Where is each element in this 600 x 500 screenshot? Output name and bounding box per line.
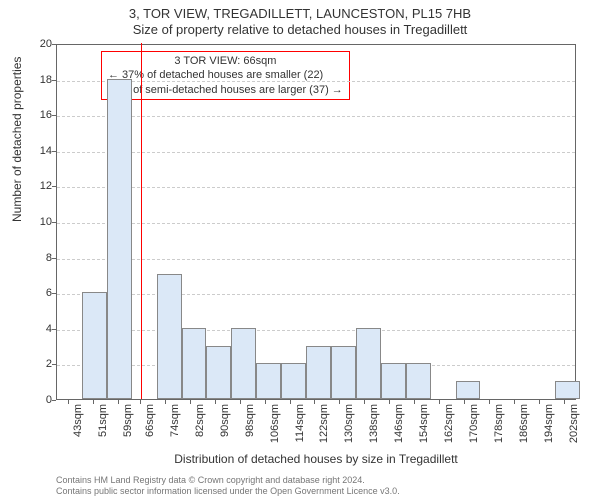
x-tick-label: 146sqm: [393, 404, 405, 443]
x-tick-label: 59sqm: [122, 404, 134, 437]
marker-annotation: 3 TOR VIEW: 66sqm← 37% of detached house…: [101, 51, 350, 100]
x-tick-mark: [314, 400, 315, 404]
histogram-bar: [231, 328, 256, 399]
histogram-bar: [157, 274, 182, 399]
histogram-bar: [331, 346, 356, 399]
histogram-bar: [356, 328, 381, 399]
y-tick-label: 16: [30, 109, 52, 121]
histogram-bar: [206, 346, 231, 399]
y-tick-mark: [52, 400, 56, 401]
x-tick-mark: [165, 400, 166, 404]
grid-line: [57, 152, 575, 153]
grid-line: [57, 294, 575, 295]
x-tick-mark: [68, 400, 69, 404]
y-tick-label: 8: [30, 252, 52, 264]
x-tick-label: 66sqm: [144, 404, 156, 437]
x-tick-label: 202sqm: [568, 404, 580, 443]
annotation-title: 3 TOR VIEW: 66sqm: [108, 54, 343, 68]
x-tick-label: 186sqm: [518, 404, 530, 443]
x-tick-mark: [464, 400, 465, 404]
histogram-bar: [555, 381, 580, 399]
chart-title-main: 3, TOR VIEW, TREGADILLETT, LAUNCESTON, P…: [0, 6, 600, 21]
x-tick-label: 138sqm: [368, 404, 380, 443]
x-tick-mark: [439, 400, 440, 404]
x-axis-label: Distribution of detached houses by size …: [56, 452, 576, 466]
grid-line: [57, 187, 575, 188]
x-tick-label: 74sqm: [169, 404, 181, 437]
x-tick-mark: [539, 400, 540, 404]
y-axis-label: Number of detached properties: [10, 57, 24, 222]
y-tick-label: 14: [30, 145, 52, 157]
y-tick-label: 18: [30, 74, 52, 86]
grid-line: [57, 116, 575, 117]
x-tick-mark: [118, 400, 119, 404]
attribution-footer: Contains HM Land Registry data © Crown c…: [56, 475, 576, 496]
histogram-bar: [306, 346, 331, 399]
x-tick-mark: [265, 400, 266, 404]
x-tick-mark: [140, 400, 141, 404]
x-tick-label: 178sqm: [493, 404, 505, 443]
y-tick-label: 2: [30, 358, 52, 370]
x-tick-label: 170sqm: [468, 404, 480, 443]
histogram-bar: [381, 363, 406, 399]
x-tick-label: 154sqm: [418, 404, 430, 443]
histogram-bar: [107, 79, 132, 399]
attribution-line: Contains HM Land Registry data © Crown c…: [56, 475, 576, 485]
histogram-bar: [281, 363, 306, 399]
x-tick-mark: [389, 400, 390, 404]
attribution-line: Contains public sector information licen…: [56, 486, 576, 496]
x-tick-mark: [93, 400, 94, 404]
y-tick-label: 4: [30, 323, 52, 335]
y-tick-label: 6: [30, 287, 52, 299]
annotation-line-right: 62% of semi-detached houses are larger (…: [108, 83, 343, 97]
marker-line: [141, 43, 142, 399]
grid-line: [57, 330, 575, 331]
x-tick-mark: [240, 400, 241, 404]
x-tick-label: 122sqm: [318, 404, 330, 443]
x-tick-mark: [489, 400, 490, 404]
grid-line: [57, 223, 575, 224]
chart-container: 3, TOR VIEW, TREGADILLETT, LAUNCESTON, P…: [0, 0, 600, 500]
x-tick-mark: [514, 400, 515, 404]
plot-area: 3 TOR VIEW: 66sqm← 37% of detached house…: [56, 44, 576, 400]
x-tick-label: 98sqm: [244, 404, 256, 437]
y-tick-label: 0: [30, 394, 52, 406]
grid-line: [57, 259, 575, 260]
x-tick-label: 51sqm: [97, 404, 109, 437]
x-tick-label: 43sqm: [72, 404, 84, 437]
histogram-bar: [456, 381, 481, 399]
histogram-bar: [82, 292, 107, 399]
chart-title-sub: Size of property relative to detached ho…: [0, 22, 600, 37]
x-tick-label: 130sqm: [343, 404, 355, 443]
grid-line: [57, 81, 575, 82]
x-tick-label: 82sqm: [194, 404, 206, 437]
x-tick-label: 114sqm: [294, 404, 306, 442]
y-tick-label: 20: [30, 38, 52, 50]
x-tick-mark: [414, 400, 415, 404]
x-tick-mark: [215, 400, 216, 404]
x-tick-mark: [564, 400, 565, 404]
x-tick-label: 106sqm: [269, 404, 281, 443]
x-tick-mark: [364, 400, 365, 404]
x-tick-label: 194sqm: [543, 404, 555, 443]
x-tick-label: 162sqm: [443, 404, 455, 443]
histogram-bar: [406, 363, 431, 399]
y-tick-label: 10: [30, 216, 52, 228]
histogram-bar: [182, 328, 207, 399]
y-tick-label: 12: [30, 180, 52, 192]
histogram-bar: [256, 363, 281, 399]
x-tick-mark: [290, 400, 291, 404]
x-tick-mark: [339, 400, 340, 404]
x-tick-mark: [190, 400, 191, 404]
x-tick-label: 90sqm: [219, 404, 231, 437]
